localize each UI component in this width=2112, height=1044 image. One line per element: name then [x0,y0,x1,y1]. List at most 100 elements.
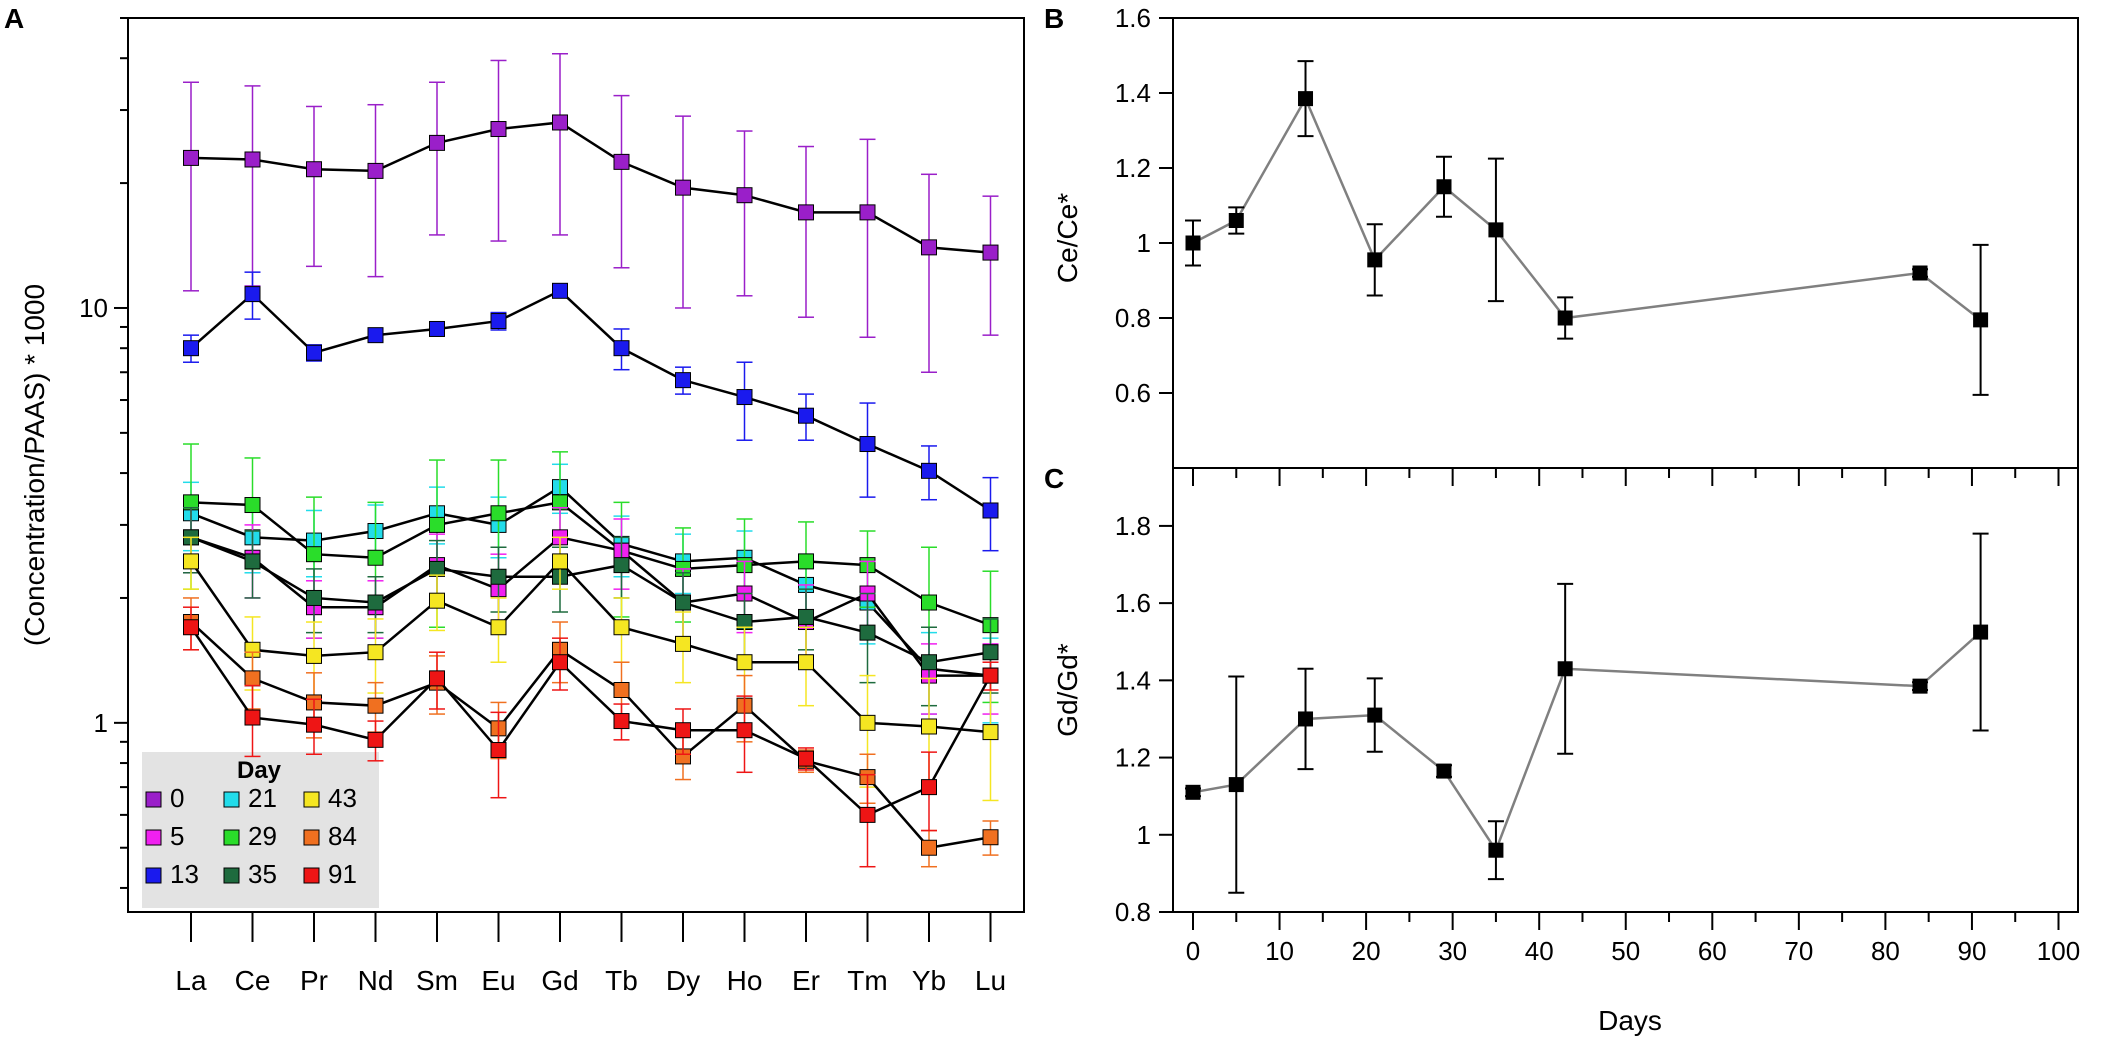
data-point [367,644,384,661]
data-point [552,654,568,671]
x-tick-label: 30 [1438,936,1467,966]
panel-b-axes: 0.6 0.8 1 1.2 1.4 1.6 [1115,3,2060,486]
x-tick-label: Tb [605,965,638,996]
data-point [244,151,261,168]
panel-a-series [183,53,999,868]
legend-label: 13 [170,859,199,889]
x-tick-label: 20 [1352,936,1381,966]
data-point [859,436,876,453]
data-point [306,161,322,178]
y-tick-label: 1.2 [1115,153,1151,183]
panel-b-frame [1172,17,2079,469]
data-point [613,619,630,636]
series-day-91 [183,606,999,868]
y-tick-label: 1 [1137,228,1151,258]
data-point [429,560,445,577]
data-point [736,187,753,204]
data-point [798,204,814,221]
panel-c-label: C [1044,463,1064,494]
data-point [859,806,876,823]
legend-label: 5 [170,821,184,851]
legend-label: 91 [328,859,357,889]
data-point [736,389,753,406]
data-point [613,681,630,698]
data-point [675,372,691,389]
data-point [1557,310,1573,326]
data-point [244,497,261,514]
data-point [1185,235,1201,251]
series [1185,532,1989,894]
panel-b-y-axis-label: Ce/Ce* [1052,193,1083,283]
data-point [921,718,937,735]
y-tick-label: 1.2 [1115,743,1151,773]
legend-label: 0 [170,783,184,813]
data-point [982,829,999,846]
x-tick-label: Tm [847,965,887,996]
data-point [367,327,384,344]
data-point [490,568,507,585]
data-point [183,149,199,166]
data-point [367,594,384,611]
panel-c: C 0.8 1 1.2 1.4 1.6 1.8 0 10 20 30 40 50 60 70 80 90 100… [1044,463,2080,1036]
panel-b-label: B [1044,3,1064,34]
legend-marker [223,791,240,808]
legend-item-day-35: 35 [223,859,277,889]
data-point [1436,763,1452,779]
x-tick-label: Lu [975,965,1006,996]
data-point [429,592,445,609]
data-point [183,553,199,570]
data-point [244,286,261,303]
x-tick-label: Eu [481,965,515,996]
series-line [190,121,991,254]
data-point [367,162,384,179]
data-point [1298,91,1314,107]
y-tick-label: 10 [79,293,108,323]
data-point [1973,624,1989,640]
series-line [189,559,991,734]
data-point [1436,179,1452,195]
y-tick-label: 0.8 [1115,303,1151,333]
data-point [675,635,691,652]
data-point [798,608,814,625]
legend-item-day-5: 5 [145,821,184,851]
data-point [490,619,507,636]
data-point [613,713,630,730]
data-point [1488,842,1504,858]
x-tick-label: Pr [300,965,328,996]
legend-box [142,752,379,908]
data-point [1912,678,1928,694]
data-point [921,462,937,479]
y-tick-label: 0.6 [1115,378,1151,408]
panel-a-label: A [4,3,24,34]
x-tick-label: 70 [1784,936,1813,966]
y-tick-label: 1 [94,708,108,738]
data-point [736,654,753,671]
data-point [367,697,384,714]
x-tick-label: 40 [1525,936,1554,966]
data-point [613,153,630,170]
panel-a-y-axis-label: (Concentration/PAAS) * 1000 [19,284,50,646]
x-tick-label: Nd [358,965,394,996]
x-tick-label: Sm [416,965,458,996]
legend-item-day-29: 29 [223,821,277,851]
series-day-29 [183,443,999,704]
series-line [1192,631,1982,853]
y-tick-label: 1.4 [1115,78,1151,108]
panel-c-series [1185,532,1989,894]
x-tick-label: 0 [1186,936,1200,966]
data-point [1367,252,1383,268]
panel-a-axes: 1 10 La Ce Pr Nd Sm Eu Gd Tb Dy Ho Er Tm Yb Lu [79,17,1006,996]
legend-marker [145,867,162,884]
legend-label: 29 [248,821,277,851]
data-point [552,114,568,131]
data-point [798,750,814,767]
legend-label: 21 [248,783,277,813]
data-point [1367,707,1383,723]
x-tick-label: 80 [1871,936,1900,966]
legend-item-day-13: 13 [145,859,199,889]
data-point [490,313,507,330]
data-point [1298,711,1314,727]
data-point [921,594,937,611]
legend-item-day-0: 0 [145,783,184,813]
